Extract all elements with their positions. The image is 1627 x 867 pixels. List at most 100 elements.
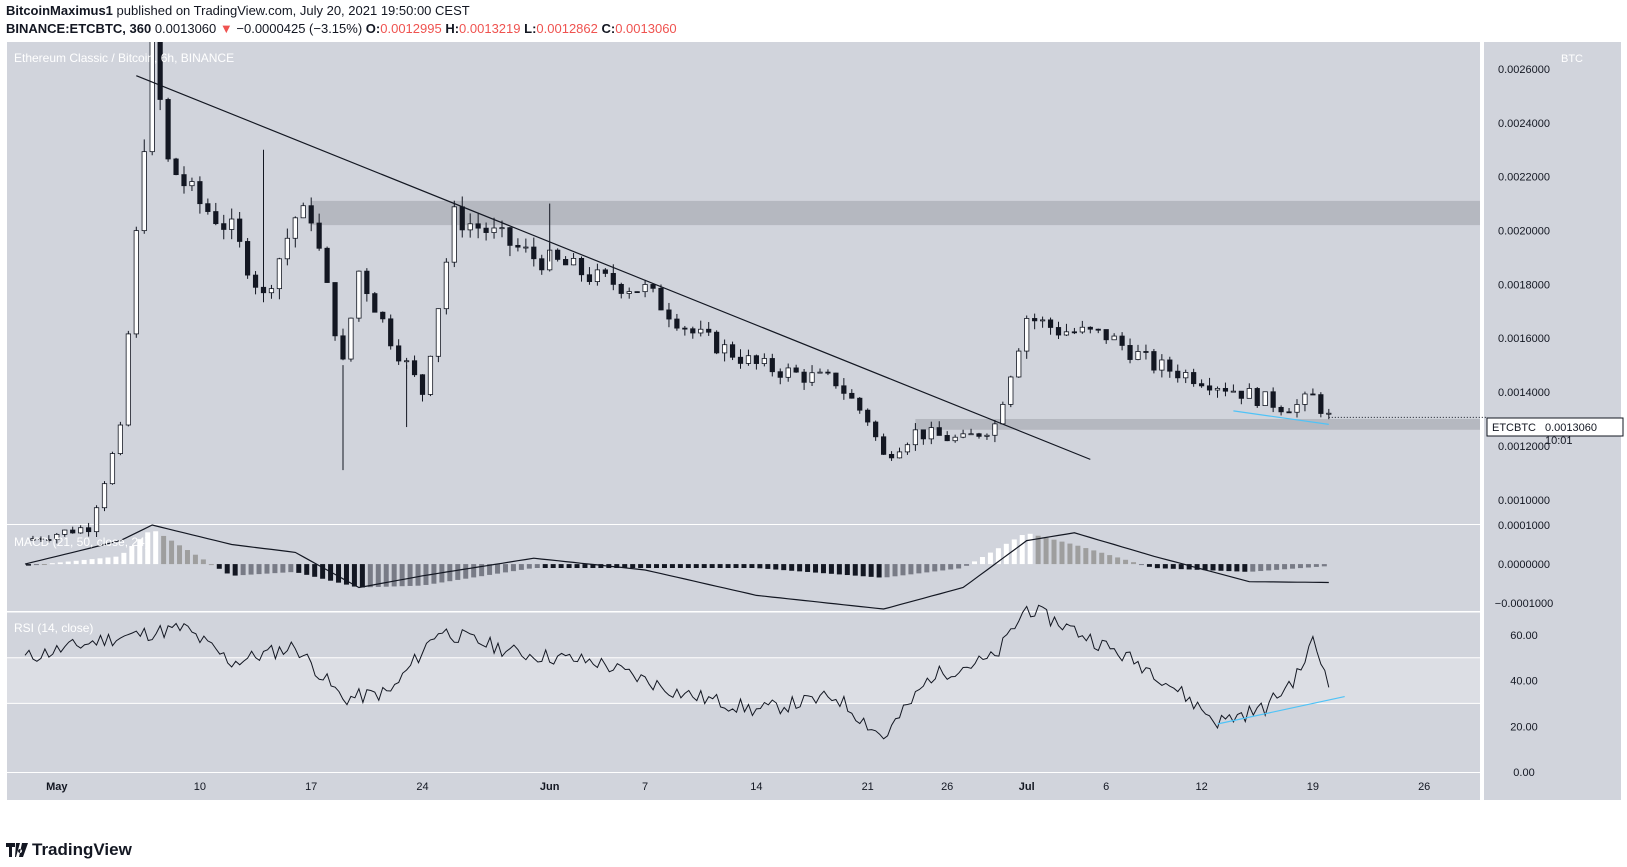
- macd-histogram-bar: [1162, 564, 1168, 569]
- candle-body: [308, 205, 314, 224]
- candle-body: [101, 483, 108, 509]
- candle-body: [1063, 331, 1070, 336]
- macd-histogram-bar: [1202, 564, 1208, 571]
- macd-histogram-bar: [240, 564, 246, 576]
- candle-body: [499, 227, 505, 230]
- candle-body: [173, 158, 179, 176]
- macd-histogram-bar: [558, 564, 564, 568]
- candle-body: [93, 507, 100, 533]
- macd-histogram-bar: [137, 539, 143, 565]
- candle-body: [881, 436, 887, 455]
- price-tick-label: 0.0014000: [1498, 387, 1550, 399]
- candle-body: [825, 371, 831, 374]
- macd-histogram-bar: [296, 564, 302, 573]
- candle-body: [586, 274, 593, 282]
- candle-body: [1087, 326, 1093, 330]
- rsi-tick-label: 0.00: [1513, 767, 1534, 779]
- rsi-label: RSI (14, close): [14, 621, 93, 635]
- macd-histogram-bar: [956, 564, 962, 569]
- time-tick-label: 12: [1195, 781, 1207, 793]
- macd-histogram-bar: [336, 564, 342, 583]
- candle-body: [86, 527, 92, 533]
- candle-body: [109, 453, 116, 485]
- author-name[interactable]: BitcoinMaximus1: [6, 3, 113, 18]
- candle-body: [912, 429, 919, 446]
- macd-histogram-bar: [1321, 564, 1327, 567]
- macd-histogram-bar: [574, 564, 580, 568]
- price-tick-label: 0.0024000: [1498, 118, 1550, 130]
- macd-histogram-bar: [129, 546, 135, 565]
- candle-body: [197, 181, 203, 205]
- support-zone: [915, 418, 1480, 430]
- candle-body: [1238, 390, 1244, 399]
- tradingview-icon: [6, 843, 28, 857]
- candle-body: [1159, 359, 1165, 371]
- macd-histogram-bar: [256, 564, 262, 575]
- candle-body: [976, 433, 982, 437]
- macd-histogram-bar: [908, 564, 914, 575]
- macd-histogram-bar: [892, 564, 898, 577]
- macd-histogram-bar: [73, 560, 79, 565]
- time-tick-label: Jul: [1019, 781, 1035, 793]
- macd-histogram-bar: [1194, 564, 1200, 570]
- change-arrow-icon: ▼: [219, 21, 233, 36]
- candle-body: [125, 333, 131, 426]
- candle-body: [865, 409, 871, 423]
- macd-histogram-bar: [145, 532, 151, 565]
- macd-histogram-bar: [1242, 564, 1248, 572]
- macd-histogram-bar: [65, 561, 71, 565]
- brand-name: TradingView: [32, 840, 132, 859]
- macd-histogram-bar: [813, 564, 819, 573]
- macd-histogram-bar: [836, 564, 842, 575]
- macd-histogram-bar: [638, 564, 644, 568]
- macd-histogram-bar: [216, 564, 222, 569]
- high-label: H:: [445, 21, 460, 36]
- macd-histogram-bar: [725, 564, 731, 568]
- macd-histogram-bar: [248, 564, 254, 575]
- close-value: 0.0013060: [615, 21, 677, 36]
- macd-histogram-bar: [375, 564, 381, 587]
- macd-histogram-bar: [1091, 550, 1097, 565]
- macd-histogram-bar: [1297, 564, 1303, 569]
- macd-histogram-bar: [105, 557, 111, 565]
- last-price: 0.0013060: [154, 21, 217, 36]
- candle-body: [1143, 351, 1149, 353]
- macd-histogram-bar: [383, 564, 389, 587]
- macd-histogram-bar: [677, 564, 683, 568]
- candle-body: [451, 206, 457, 263]
- macd-tick-label: −0.0001000: [1495, 598, 1553, 610]
- macd-histogram-bar: [1027, 533, 1033, 565]
- candle-body: [62, 529, 68, 535]
- time-tick-label: 26: [941, 781, 953, 793]
- candle-body: [626, 291, 632, 294]
- macd-histogram-bar: [502, 564, 508, 573]
- macd-histogram-bar: [121, 552, 127, 565]
- candle-body: [189, 181, 195, 187]
- time-tick-label: May: [46, 781, 68, 793]
- candle-body: [284, 237, 290, 260]
- candle-body: [618, 283, 624, 294]
- candle-body: [1032, 318, 1038, 322]
- candle-body: [340, 335, 346, 360]
- candle-body: [849, 392, 855, 399]
- macd-histogram-bar: [765, 564, 771, 569]
- macd-histogram-bar: [1154, 564, 1160, 569]
- chart-canvas[interactable]: 0.0026000 0.0024000 0.0022000 0.0020000 0.00…: [0, 42, 1627, 862]
- macd-histogram-bar: [693, 564, 699, 568]
- price-tick-label: 0.0020000: [1498, 225, 1550, 237]
- macd-histogram-bar: [113, 556, 119, 565]
- macd-histogram-bar: [630, 564, 636, 568]
- macd-histogram-bar: [153, 531, 159, 565]
- macd-histogram-bar: [423, 564, 429, 585]
- candle-body: [1318, 394, 1324, 414]
- candle-body: [244, 241, 251, 276]
- rsi-tick-label: 40.00: [1510, 676, 1538, 688]
- candle-body: [936, 427, 942, 436]
- macd-histogram-bar: [97, 558, 103, 565]
- macd-histogram-bar: [900, 564, 906, 576]
- macd-histogram-bar: [661, 564, 667, 568]
- macd-histogram-bar: [49, 563, 55, 565]
- macd-label: MACD (21, 50, close, 24): [14, 535, 149, 549]
- time-tick-label: 19: [1307, 781, 1319, 793]
- candle-body: [54, 533, 60, 540]
